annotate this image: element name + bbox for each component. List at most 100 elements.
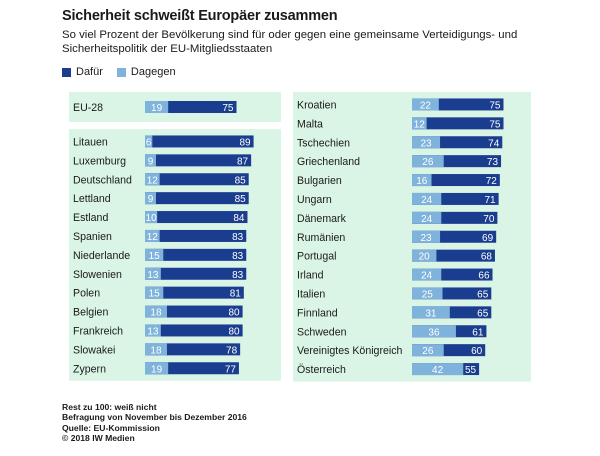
left-row-country-label: Slowakei bbox=[73, 344, 115, 356]
right-row-value-dagegen: 31 bbox=[425, 308, 437, 319]
left-row-country-label: Deutschland bbox=[73, 174, 132, 186]
right-row-bar-dafur bbox=[412, 117, 504, 130]
right-row-value-dafur: 66 bbox=[478, 271, 490, 282]
right-row-value-dafur: 61 bbox=[472, 327, 484, 338]
right-row-value-dafur: 65 bbox=[477, 289, 489, 300]
left-row-value-dafur: 80 bbox=[228, 308, 240, 319]
right-row-bar-dagegen bbox=[412, 174, 432, 187]
right-row-value-dafur: 55 bbox=[465, 365, 477, 376]
left-row-value-dafur: 78 bbox=[226, 345, 238, 356]
left-row-value-dagegen: 19 bbox=[151, 364, 163, 375]
left-row-value-dafur: 89 bbox=[239, 137, 251, 148]
left-row-bar-dagegen bbox=[145, 343, 167, 356]
right-row-country-label: Schweden bbox=[297, 326, 347, 338]
left-row-bar-dagegen bbox=[145, 135, 153, 148]
left-row-value-dafur: 84 bbox=[233, 213, 245, 224]
footnote-rest: Rest zu 100: weiß nicht bbox=[62, 402, 157, 412]
right-row-country-label: Bulgarien bbox=[297, 175, 342, 187]
left-row-bar-dafur bbox=[145, 305, 243, 318]
summary-country-label: EU-28 bbox=[73, 102, 103, 114]
left-row-value-dagegen: 9 bbox=[148, 156, 154, 167]
right-row-value-dafur: 68 bbox=[481, 252, 493, 263]
right-row-value-dafur: 75 bbox=[489, 100, 501, 111]
legend-item-dagegen: Dagegen bbox=[116, 66, 176, 78]
left-row-country-label: Zypern bbox=[73, 363, 106, 375]
left-row-bar-dafur bbox=[145, 248, 247, 261]
right-row-bar-dagegen bbox=[412, 344, 444, 357]
left-row-bar-dafur bbox=[145, 192, 249, 205]
right-row-bar-dagegen bbox=[412, 117, 427, 130]
left-row-value-dafur: 77 bbox=[225, 364, 237, 375]
left-row-value-dagegen: 15 bbox=[149, 289, 161, 300]
left-row-bar-dafur bbox=[145, 343, 241, 356]
right-row-value-dagegen: 26 bbox=[422, 157, 434, 168]
left-row-country-label: Niederlande bbox=[73, 250, 130, 262]
legend-label-dagegen: Dagegen bbox=[130, 66, 176, 78]
left-row-bar-dagegen bbox=[145, 286, 164, 299]
legend-swatch-dagegen bbox=[116, 67, 126, 77]
right-row-value-dagegen: 12 bbox=[414, 119, 426, 130]
left-row-bar-dafur bbox=[145, 135, 254, 148]
left-row-bar-dagegen bbox=[145, 267, 161, 280]
right-row-value-dagegen: 26 bbox=[422, 346, 434, 357]
summary-bar-dagegen bbox=[145, 101, 169, 113]
right-row-value-dagegen: 22 bbox=[420, 100, 432, 111]
left-row-value-dafur: 83 bbox=[232, 251, 244, 262]
left-row-bar-dafur bbox=[145, 211, 248, 224]
right-row-country-label: Italien bbox=[297, 288, 325, 300]
left-row-bar-dagegen bbox=[145, 362, 169, 375]
right-row-country-label: Irland bbox=[297, 270, 324, 282]
summary-value-dafur: 75 bbox=[222, 103, 234, 114]
right-row-bar-dagegen bbox=[412, 155, 444, 168]
right-row-value-dagegen: 42 bbox=[432, 365, 444, 376]
right-row-bar-dafur bbox=[412, 174, 500, 187]
left-row-value-dagegen: 18 bbox=[150, 345, 162, 356]
left-row-bar-dagegen bbox=[145, 211, 158, 224]
left-row-country-label: Frankreich bbox=[73, 325, 123, 337]
right-row-bar-dagegen bbox=[412, 363, 464, 376]
left-row-country-label: Slowenien bbox=[73, 269, 122, 281]
right-row-bar-dagegen bbox=[412, 98, 439, 111]
footnote-survey: Befragung von November bis Dezember 2016 bbox=[62, 412, 247, 423]
right-row-value-dafur: 69 bbox=[482, 233, 494, 244]
right-row-bar-dagegen bbox=[412, 230, 441, 243]
left-row-value-dafur: 83 bbox=[232, 270, 244, 281]
left-row-value-dafur: 85 bbox=[235, 194, 247, 205]
right-row-value-dagegen: 24 bbox=[421, 195, 433, 206]
right-row-value-dagegen: 23 bbox=[420, 138, 432, 149]
left-row-value-dagegen: 15 bbox=[149, 251, 161, 262]
legend: Dafür Dagegen bbox=[62, 66, 190, 78]
chart-subtitle: So viel Prozent der Bevölkerung sind für… bbox=[62, 29, 518, 55]
summary-value-dagegen: 19 bbox=[151, 103, 163, 114]
right-row-value-dagegen: 23 bbox=[420, 233, 432, 244]
left-row-value-dafur: 85 bbox=[235, 175, 247, 186]
right-row-value-dagegen: 36 bbox=[428, 327, 440, 338]
legend-swatch-dafur bbox=[62, 67, 71, 77]
left-row-value-dafur: 81 bbox=[230, 289, 242, 300]
left-row-value-dagegen: 12 bbox=[147, 232, 159, 243]
right-row-bar-dagegen bbox=[412, 249, 437, 262]
right-row-country-label: Vereinigtes Königreich bbox=[297, 345, 403, 357]
right-row-value-dafur: 72 bbox=[486, 176, 498, 187]
right-row-country-label: Malta bbox=[297, 118, 323, 130]
right-row-country-label: Griechenland bbox=[297, 156, 360, 168]
left-row-country-label: Belgien bbox=[73, 307, 108, 319]
right-row-value-dafur: 73 bbox=[487, 157, 499, 168]
right-row-bar-dagegen bbox=[412, 287, 443, 300]
left-row-value-dagegen: 12 bbox=[147, 175, 159, 186]
right-row-value-dagegen: 16 bbox=[416, 176, 428, 187]
right-row-value-dagegen: 20 bbox=[419, 252, 431, 263]
left-row-bar-dagegen bbox=[145, 192, 156, 205]
left-row-bar-dafur bbox=[145, 267, 247, 280]
chart-title: Sicherheit schweißt Europäer zusammen bbox=[62, 8, 338, 24]
right-row-country-label: Dänemark bbox=[297, 213, 347, 225]
right-row-value-dagegen: 25 bbox=[422, 289, 434, 300]
left-row-value-dafur: 80 bbox=[228, 326, 240, 337]
left-row-bar-dagegen bbox=[145, 173, 160, 186]
left-row-value-dagegen: 13 bbox=[147, 270, 159, 281]
left-row-bar-dafur bbox=[145, 154, 252, 167]
right-row-bar-dagegen bbox=[412, 306, 450, 319]
left-row-value-dafur: 87 bbox=[237, 156, 249, 167]
right-row-bar-dagegen bbox=[412, 211, 442, 224]
